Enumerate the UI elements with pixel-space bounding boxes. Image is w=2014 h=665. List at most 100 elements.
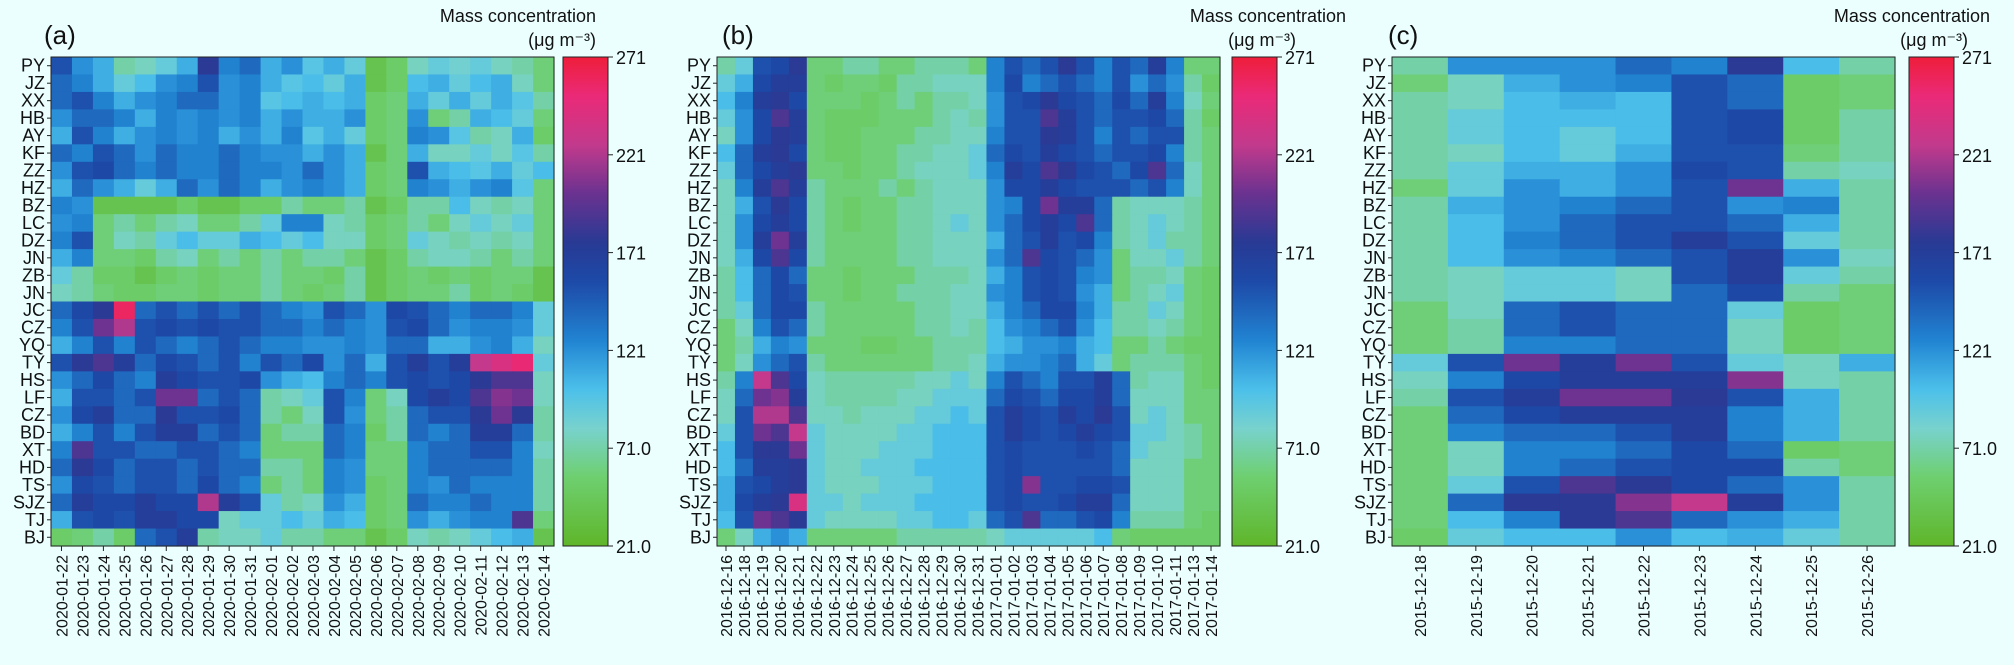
heatmap-cell	[1094, 301, 1113, 320]
heatmap-cell	[1130, 388, 1149, 407]
heatmap-frame-a	[50, 56, 555, 547]
heatmap-cell	[92, 388, 115, 407]
heatmap-cell	[176, 214, 199, 233]
heatmap-cell	[449, 388, 471, 407]
y-tick-label: ZB	[22, 265, 45, 285]
heatmap-cell	[113, 74, 136, 93]
heatmap-cell	[386, 214, 408, 233]
heatmap-cell	[1839, 179, 1896, 198]
heatmap-cell	[717, 126, 736, 145]
heatmap-cell	[176, 336, 199, 355]
heatmap-cell	[281, 476, 304, 495]
heatmap-cell	[842, 196, 862, 215]
heatmap-cell	[1783, 214, 1840, 233]
heatmap-cell	[914, 336, 934, 355]
heatmap-cell	[1166, 511, 1185, 530]
heatmap-cell	[197, 528, 220, 547]
heatmap-cell	[1615, 493, 1673, 512]
heatmap-cell	[155, 423, 178, 442]
x-tick-label: 2020-01-31	[243, 555, 260, 637]
heatmap-cell	[197, 336, 220, 355]
heatmap-cell	[1058, 301, 1077, 320]
heatmap-cell	[1148, 476, 1167, 495]
heatmap-cell	[1392, 214, 1449, 233]
heatmap-cell	[302, 423, 325, 442]
y-tick-label: ZZ	[23, 161, 45, 181]
heatmap-cell	[734, 388, 754, 407]
heatmap-cell	[449, 179, 471, 198]
x-tick-label: 2017-01-09	[1132, 555, 1149, 637]
heatmap-cell	[914, 353, 934, 372]
heatmap-cell	[134, 318, 157, 338]
heatmap-cell	[1184, 161, 1203, 180]
heatmap-cell	[1839, 144, 1896, 163]
heatmap-cell	[344, 126, 366, 145]
heatmap-cell	[788, 511, 808, 530]
heatmap-cell	[717, 161, 736, 180]
panel-a: (a) Mass concentration (μg m⁻³) PYJZXXHB…	[13, 6, 651, 637]
heatmap-cell	[71, 476, 94, 495]
heatmap-cell	[365, 388, 387, 407]
heatmap-cell	[824, 126, 844, 145]
y-tick-label: JZ	[691, 73, 711, 93]
heatmap-cell	[1615, 74, 1673, 93]
heatmap-cell	[134, 528, 157, 547]
heatmap-cell	[950, 231, 970, 250]
heatmap-cell	[1040, 493, 1059, 512]
heatmap-cell	[281, 109, 304, 128]
heatmap-cell	[239, 249, 262, 268]
y-tick-label: ZZ	[1364, 161, 1386, 181]
heatmap-cell	[1004, 231, 1023, 250]
heatmap-c: PYJZXXHBAYKFZZHZBZLCDZJNZBJNJCCZYQTYHSLF…	[1354, 56, 1896, 637]
heatmap-cell	[1447, 406, 1505, 425]
heatmap-cell	[533, 196, 555, 215]
heatmap-cell	[932, 423, 952, 442]
heatmap-cell	[734, 476, 754, 495]
heatmap-cell	[512, 336, 534, 355]
heatmap-cell	[386, 74, 408, 93]
y-tick-label: TJ	[25, 510, 45, 530]
heatmap-cell	[155, 353, 178, 372]
heatmap-cell	[218, 493, 241, 512]
heatmap-cell	[1004, 318, 1023, 338]
heatmap-cell	[770, 406, 790, 425]
heatmap-cell	[1392, 74, 1449, 93]
heatmap-cell	[533, 511, 555, 530]
colorbar-tick-label: 121	[616, 341, 646, 361]
heatmap-cell	[1671, 284, 1728, 303]
heatmap-cell	[1040, 109, 1059, 128]
heatmap-cell	[1503, 109, 1561, 128]
heatmap-cell	[92, 336, 115, 355]
heatmap-cell	[512, 231, 534, 250]
heatmap-cell	[1503, 476, 1561, 495]
heatmap-cell	[1040, 423, 1059, 442]
heatmap-cell	[449, 126, 471, 145]
heatmap-cell	[92, 231, 115, 250]
heatmap-cell	[986, 144, 1006, 163]
heatmap-cell	[218, 74, 241, 93]
heatmap-cell	[323, 179, 346, 198]
heatmap-cell	[92, 91, 115, 110]
heatmap-cell	[1839, 458, 1896, 477]
heatmap-cell	[1166, 214, 1185, 233]
panel-c: (c) Mass concentration (μg m⁻³) PYJZXXHB…	[1354, 6, 1997, 637]
heatmap-cell	[1022, 266, 1041, 285]
heatmap-cell	[155, 231, 178, 250]
heatmap-cell	[914, 249, 934, 268]
x-tick-label: 2017-01-03	[1024, 555, 1041, 637]
heatmap-cell	[824, 301, 844, 320]
heatmap-cell	[1094, 214, 1113, 233]
heatmap-cell	[281, 458, 304, 477]
heatmap-cell	[449, 249, 471, 268]
heatmap-cell	[71, 126, 94, 145]
heatmap-cell	[1040, 301, 1059, 320]
heatmap-cell	[950, 249, 970, 268]
heatmap-cell	[1392, 493, 1449, 512]
heatmap-cell	[1727, 423, 1784, 442]
heatmap-cell	[1447, 441, 1505, 460]
heatmap-cell	[896, 423, 916, 442]
heatmap-cell	[428, 336, 450, 355]
heatmap-cell	[986, 284, 1006, 303]
